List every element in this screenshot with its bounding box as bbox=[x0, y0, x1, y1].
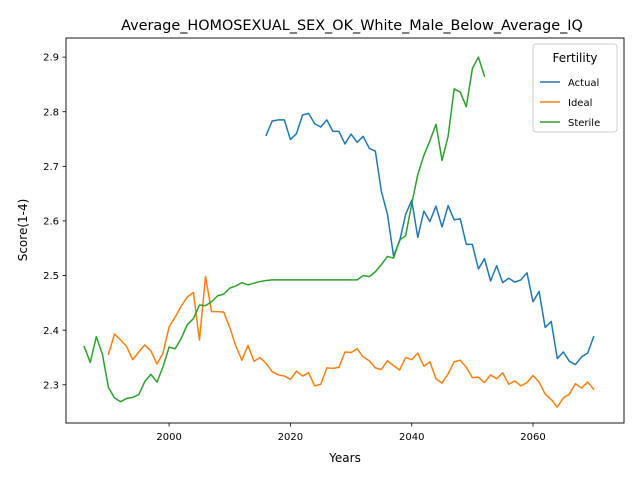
legend: Fertility Actual Ideal Sterile bbox=[532, 43, 618, 133]
y-axis-label: Score(1-4) bbox=[16, 199, 30, 262]
y-tick-label: 2.9 bbox=[43, 53, 59, 64]
legend-label-ideal: Ideal bbox=[568, 98, 592, 109]
y-tick-label: 2.4 bbox=[43, 326, 59, 337]
x-tick-label: 2000 bbox=[156, 432, 181, 443]
y-tick-label: 2.8 bbox=[43, 107, 59, 118]
y-tick-label: 2.3 bbox=[43, 380, 59, 391]
legend-title: Fertility bbox=[552, 51, 597, 65]
legend-label-sterile: Sterile bbox=[568, 118, 600, 129]
x-tick-label: 2020 bbox=[278, 432, 303, 443]
y-tick-label: 2.6 bbox=[43, 217, 59, 228]
series-line-actual bbox=[265, 112, 595, 366]
y-tick-label: 2.7 bbox=[43, 162, 59, 173]
plot-frame bbox=[65, 37, 625, 424]
x-axis: 2000 2020 2040 2060 bbox=[156, 423, 546, 443]
y-axis: 2.3 2.4 2.5 2.6 2.7 2.8 2.9 bbox=[43, 53, 66, 391]
series-line-ideal bbox=[107, 275, 595, 408]
series-layer bbox=[83, 56, 595, 408]
x-tick-label: 2060 bbox=[520, 432, 545, 443]
legend-frame bbox=[532, 43, 618, 133]
y-tick-label: 2.5 bbox=[43, 271, 59, 282]
chart-title: Average_HOMOSEXUAL_SEX_OK_White_Male_Bel… bbox=[121, 18, 583, 34]
x-axis-label: Years bbox=[328, 451, 361, 465]
series-line-sterile bbox=[83, 56, 486, 403]
x-tick-label: 2040 bbox=[399, 432, 424, 443]
legend-label-actual: Actual bbox=[568, 78, 599, 89]
